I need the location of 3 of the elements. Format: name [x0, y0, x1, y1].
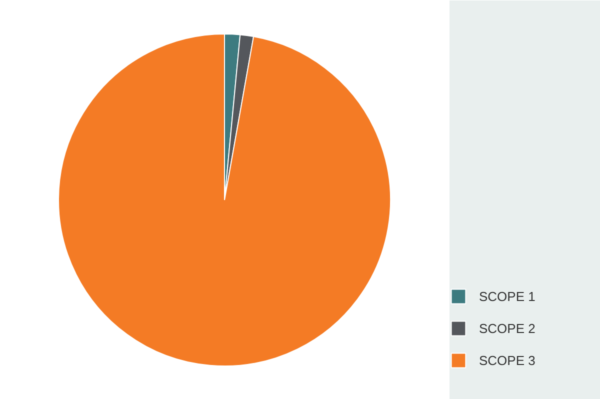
- legend-label: SCOPE 2: [479, 320, 536, 336]
- legend-label: SCOPE 1: [479, 288, 536, 304]
- legend-label: SCOPE 3: [479, 352, 536, 368]
